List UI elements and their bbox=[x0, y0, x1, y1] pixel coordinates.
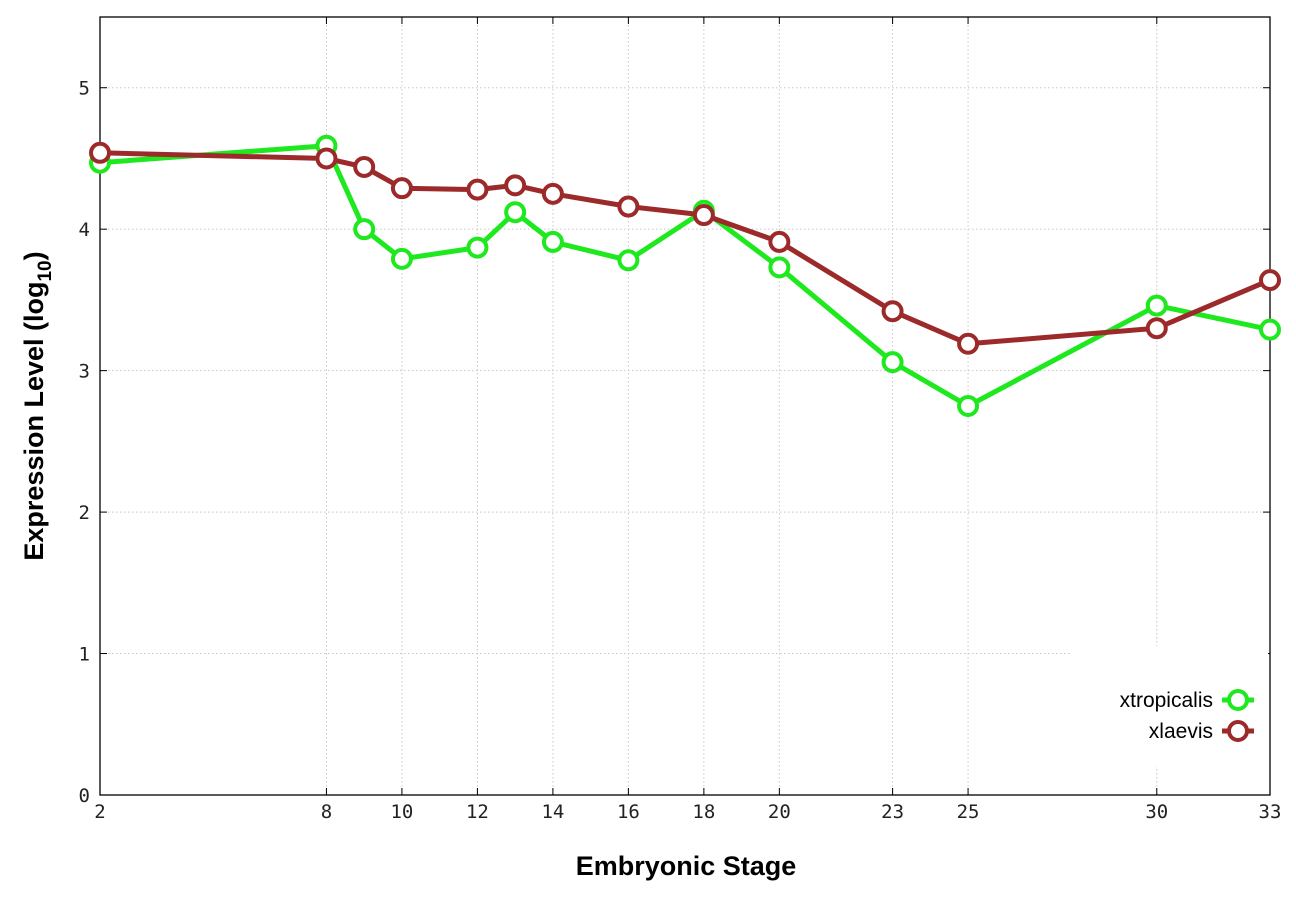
x-tick-label: 30 bbox=[1145, 801, 1168, 823]
x-tick-label: 25 bbox=[957, 801, 980, 823]
x-tick-label: 33 bbox=[1259, 801, 1282, 823]
series-xlaevis bbox=[89, 141, 1281, 355]
data-point bbox=[957, 395, 980, 417]
y-axis-title: Expression Level (log10) bbox=[19, 251, 56, 560]
data-point bbox=[390, 247, 413, 270]
data-point bbox=[957, 332, 980, 355]
data-point bbox=[1145, 317, 1168, 340]
data-point bbox=[768, 230, 791, 253]
data-point bbox=[89, 141, 111, 164]
y-tick-label: 3 bbox=[79, 361, 90, 383]
data-point bbox=[1259, 318, 1281, 341]
data-point bbox=[504, 174, 527, 197]
plot-frame bbox=[99, 16, 1271, 796]
data-point bbox=[353, 218, 376, 241]
legend-marker bbox=[1227, 720, 1249, 742]
data-point bbox=[1145, 294, 1168, 317]
x-tick-label: 8 bbox=[321, 801, 332, 823]
legend: xtropicalis xlaevis bbox=[1072, 646, 1268, 766]
grid bbox=[100, 17, 1270, 795]
data-point bbox=[692, 204, 715, 227]
data-point bbox=[881, 351, 904, 374]
series-layer bbox=[89, 134, 1281, 417]
x-tick-labels: 2 8 10 12 14 16 18 20 23 25 30 33 bbox=[94, 801, 1281, 823]
data-point bbox=[617, 195, 640, 218]
data-point bbox=[315, 147, 338, 170]
series-xtropicalis bbox=[89, 134, 1281, 417]
data-point bbox=[466, 236, 489, 259]
y-tick-label: 5 bbox=[79, 78, 90, 100]
x-tick-label: 14 bbox=[541, 801, 564, 823]
data-point bbox=[390, 177, 413, 200]
y-tick-label: 2 bbox=[79, 502, 90, 524]
x-tick-label: 12 bbox=[466, 801, 489, 823]
x-tick-label: 16 bbox=[617, 801, 640, 823]
y-tick-label: 1 bbox=[79, 644, 90, 666]
y-tick-labels: 0 1 2 3 4 5 bbox=[79, 78, 90, 807]
series-line-xlaevis bbox=[99, 150, 1271, 347]
data-point bbox=[1259, 269, 1281, 292]
x-axis-title: Embryonic Stage bbox=[576, 851, 797, 881]
x-tick-label: 18 bbox=[692, 801, 715, 823]
x-tick-label: 2 bbox=[94, 801, 105, 823]
legend-label: xlaevis bbox=[1149, 720, 1213, 743]
data-point bbox=[353, 155, 376, 178]
data-point bbox=[504, 201, 527, 224]
data-point bbox=[541, 230, 564, 253]
x-tick-label: 10 bbox=[390, 801, 413, 823]
x-tick-label: 20 bbox=[768, 801, 791, 823]
series-line-xtropicalis bbox=[99, 143, 1271, 409]
y-tick-label: 0 bbox=[79, 785, 90, 807]
data-point bbox=[768, 256, 791, 279]
x-tick-label: 23 bbox=[881, 801, 904, 823]
y-tick-label: 4 bbox=[79, 219, 90, 241]
data-point bbox=[466, 178, 489, 201]
data-point bbox=[541, 182, 564, 205]
legend-label: xtropicalis bbox=[1120, 689, 1213, 712]
data-point bbox=[617, 249, 640, 272]
data-point bbox=[881, 300, 904, 323]
legend-marker bbox=[1227, 689, 1249, 711]
